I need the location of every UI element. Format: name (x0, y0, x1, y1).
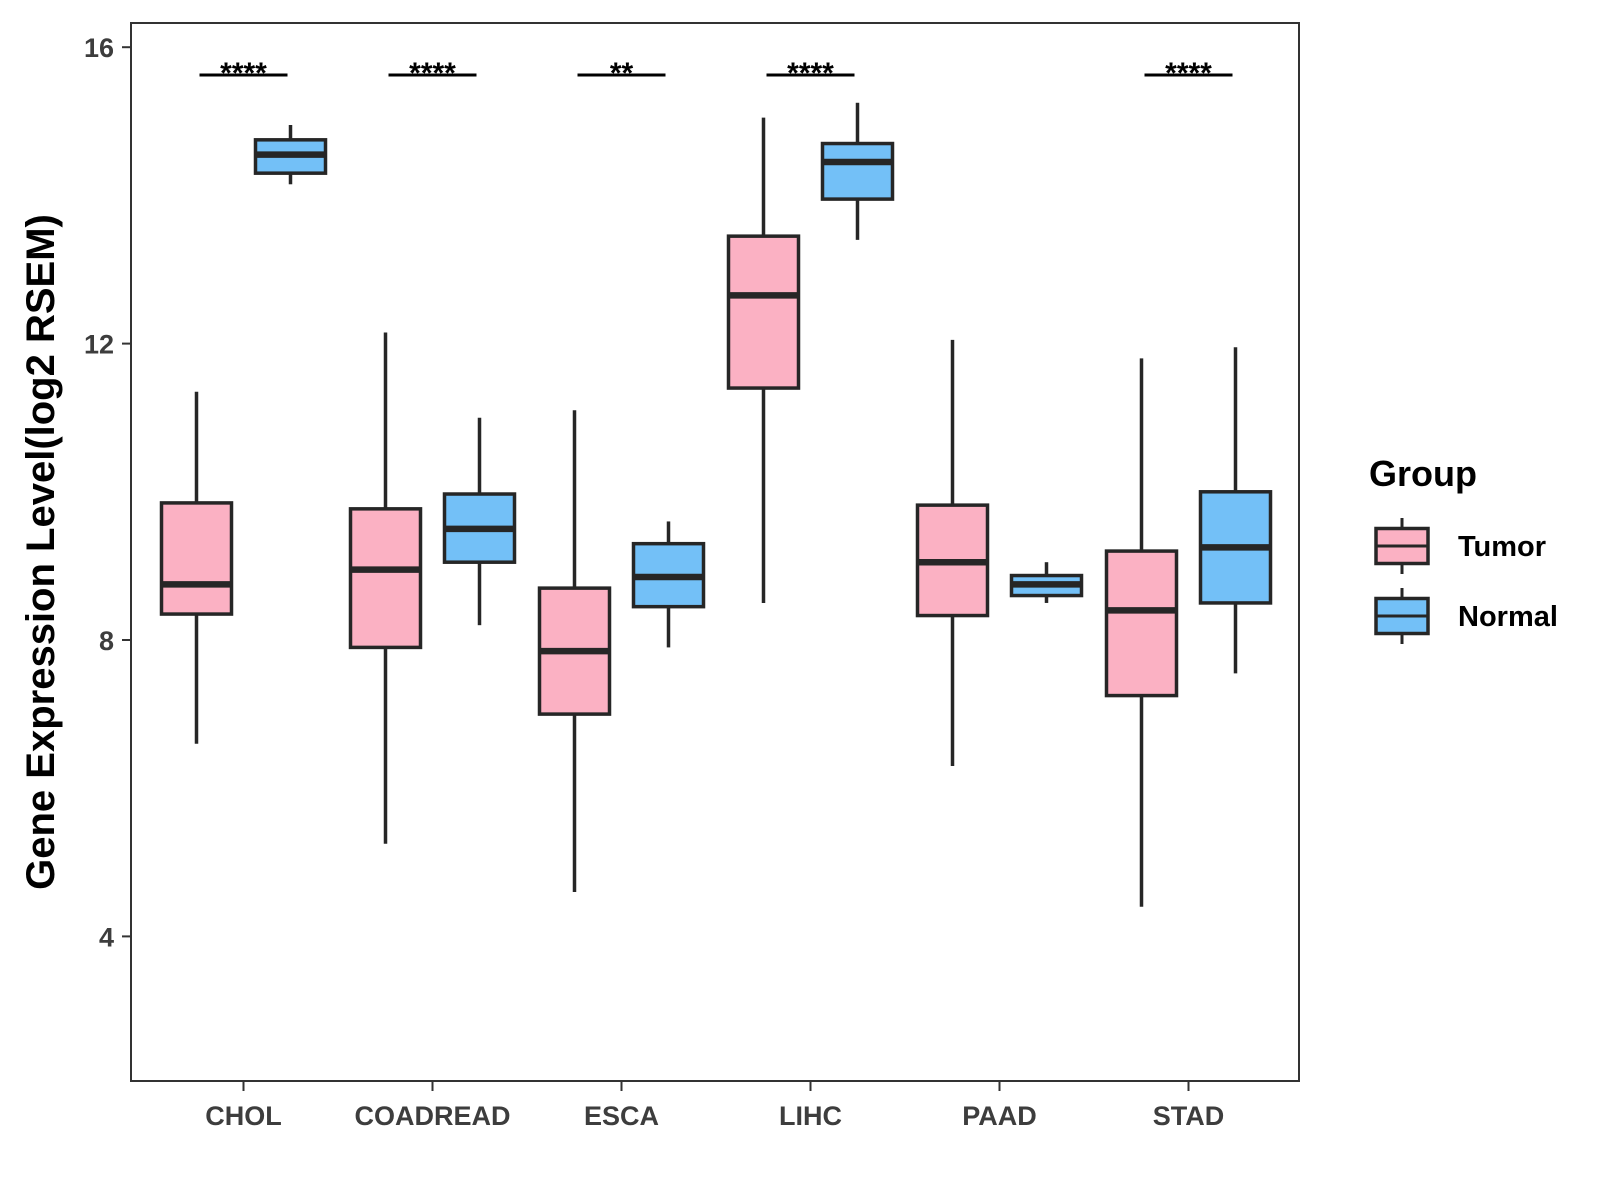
significance-label: **** (409, 57, 456, 90)
significance-label: **** (1165, 57, 1212, 90)
legend-label: Normal (1458, 601, 1558, 633)
box-tumor-paad (915, 339, 990, 766)
y-tick-label: 4 (99, 922, 114, 952)
y-tick-label: 16 (84, 33, 114, 63)
x-tick-label: LIHC (779, 1101, 842, 1131)
y-tick-label: 12 (84, 330, 114, 360)
plot-panel (130, 22, 1300, 1082)
significance-coadread: **** (388, 57, 477, 90)
box-normal-lihc (820, 102, 895, 240)
x-tick-label: COADREAD (354, 1101, 510, 1131)
boxplot-marks (159, 102, 1273, 907)
box-iqr (348, 507, 423, 650)
box-iqr (159, 501, 234, 616)
box-normal-esca (631, 521, 706, 648)
significance-chol: **** (199, 57, 288, 90)
box-normal-paad (1009, 562, 1084, 603)
box-iqr (1104, 549, 1179, 698)
significance-stad: **** (1144, 57, 1233, 90)
y-axis: 4 8 12 16 (84, 33, 131, 952)
significance-brackets: **** **** ** **** **** (199, 57, 1233, 90)
box-normal-coadread (442, 417, 517, 626)
significance-label: ** (610, 57, 634, 90)
box-tumor-chol (159, 391, 234, 744)
legend: Group Tumor Normal (1369, 453, 1558, 644)
legend-title: Group (1369, 453, 1477, 494)
y-axis-title: Gene Expression Level(log2 RSEM) (19, 214, 63, 890)
x-tick-label: PAAD (962, 1101, 1037, 1131)
box-tumor-stad (1104, 358, 1179, 907)
box-tumor-esca (537, 410, 612, 892)
box-iqr (820, 141, 895, 201)
x-tick-label: STAD (1153, 1101, 1225, 1131)
box-normal-stad (1198, 347, 1273, 674)
box-tumor-coadread (348, 332, 423, 844)
significance-lihc: **** (766, 57, 855, 90)
significance-label: **** (220, 57, 267, 90)
legend-item-normal: Normal (1374, 588, 1558, 644)
box-tumor-lihc (726, 117, 801, 603)
significance-label: **** (787, 57, 834, 90)
legend-label: Tumor (1458, 531, 1546, 563)
x-tick-label: CHOL (205, 1101, 282, 1131)
x-tick-label: ESCA (584, 1101, 659, 1131)
box-normal-chol (253, 125, 328, 185)
box-iqr (726, 234, 801, 390)
legend-item-tumor: Tumor (1374, 518, 1546, 574)
x-axis: CHOL COADREAD ESCA LIHC PAAD STAD (205, 1081, 1224, 1131)
significance-esca: ** (577, 57, 666, 90)
y-tick-label: 8 (99, 626, 114, 656)
